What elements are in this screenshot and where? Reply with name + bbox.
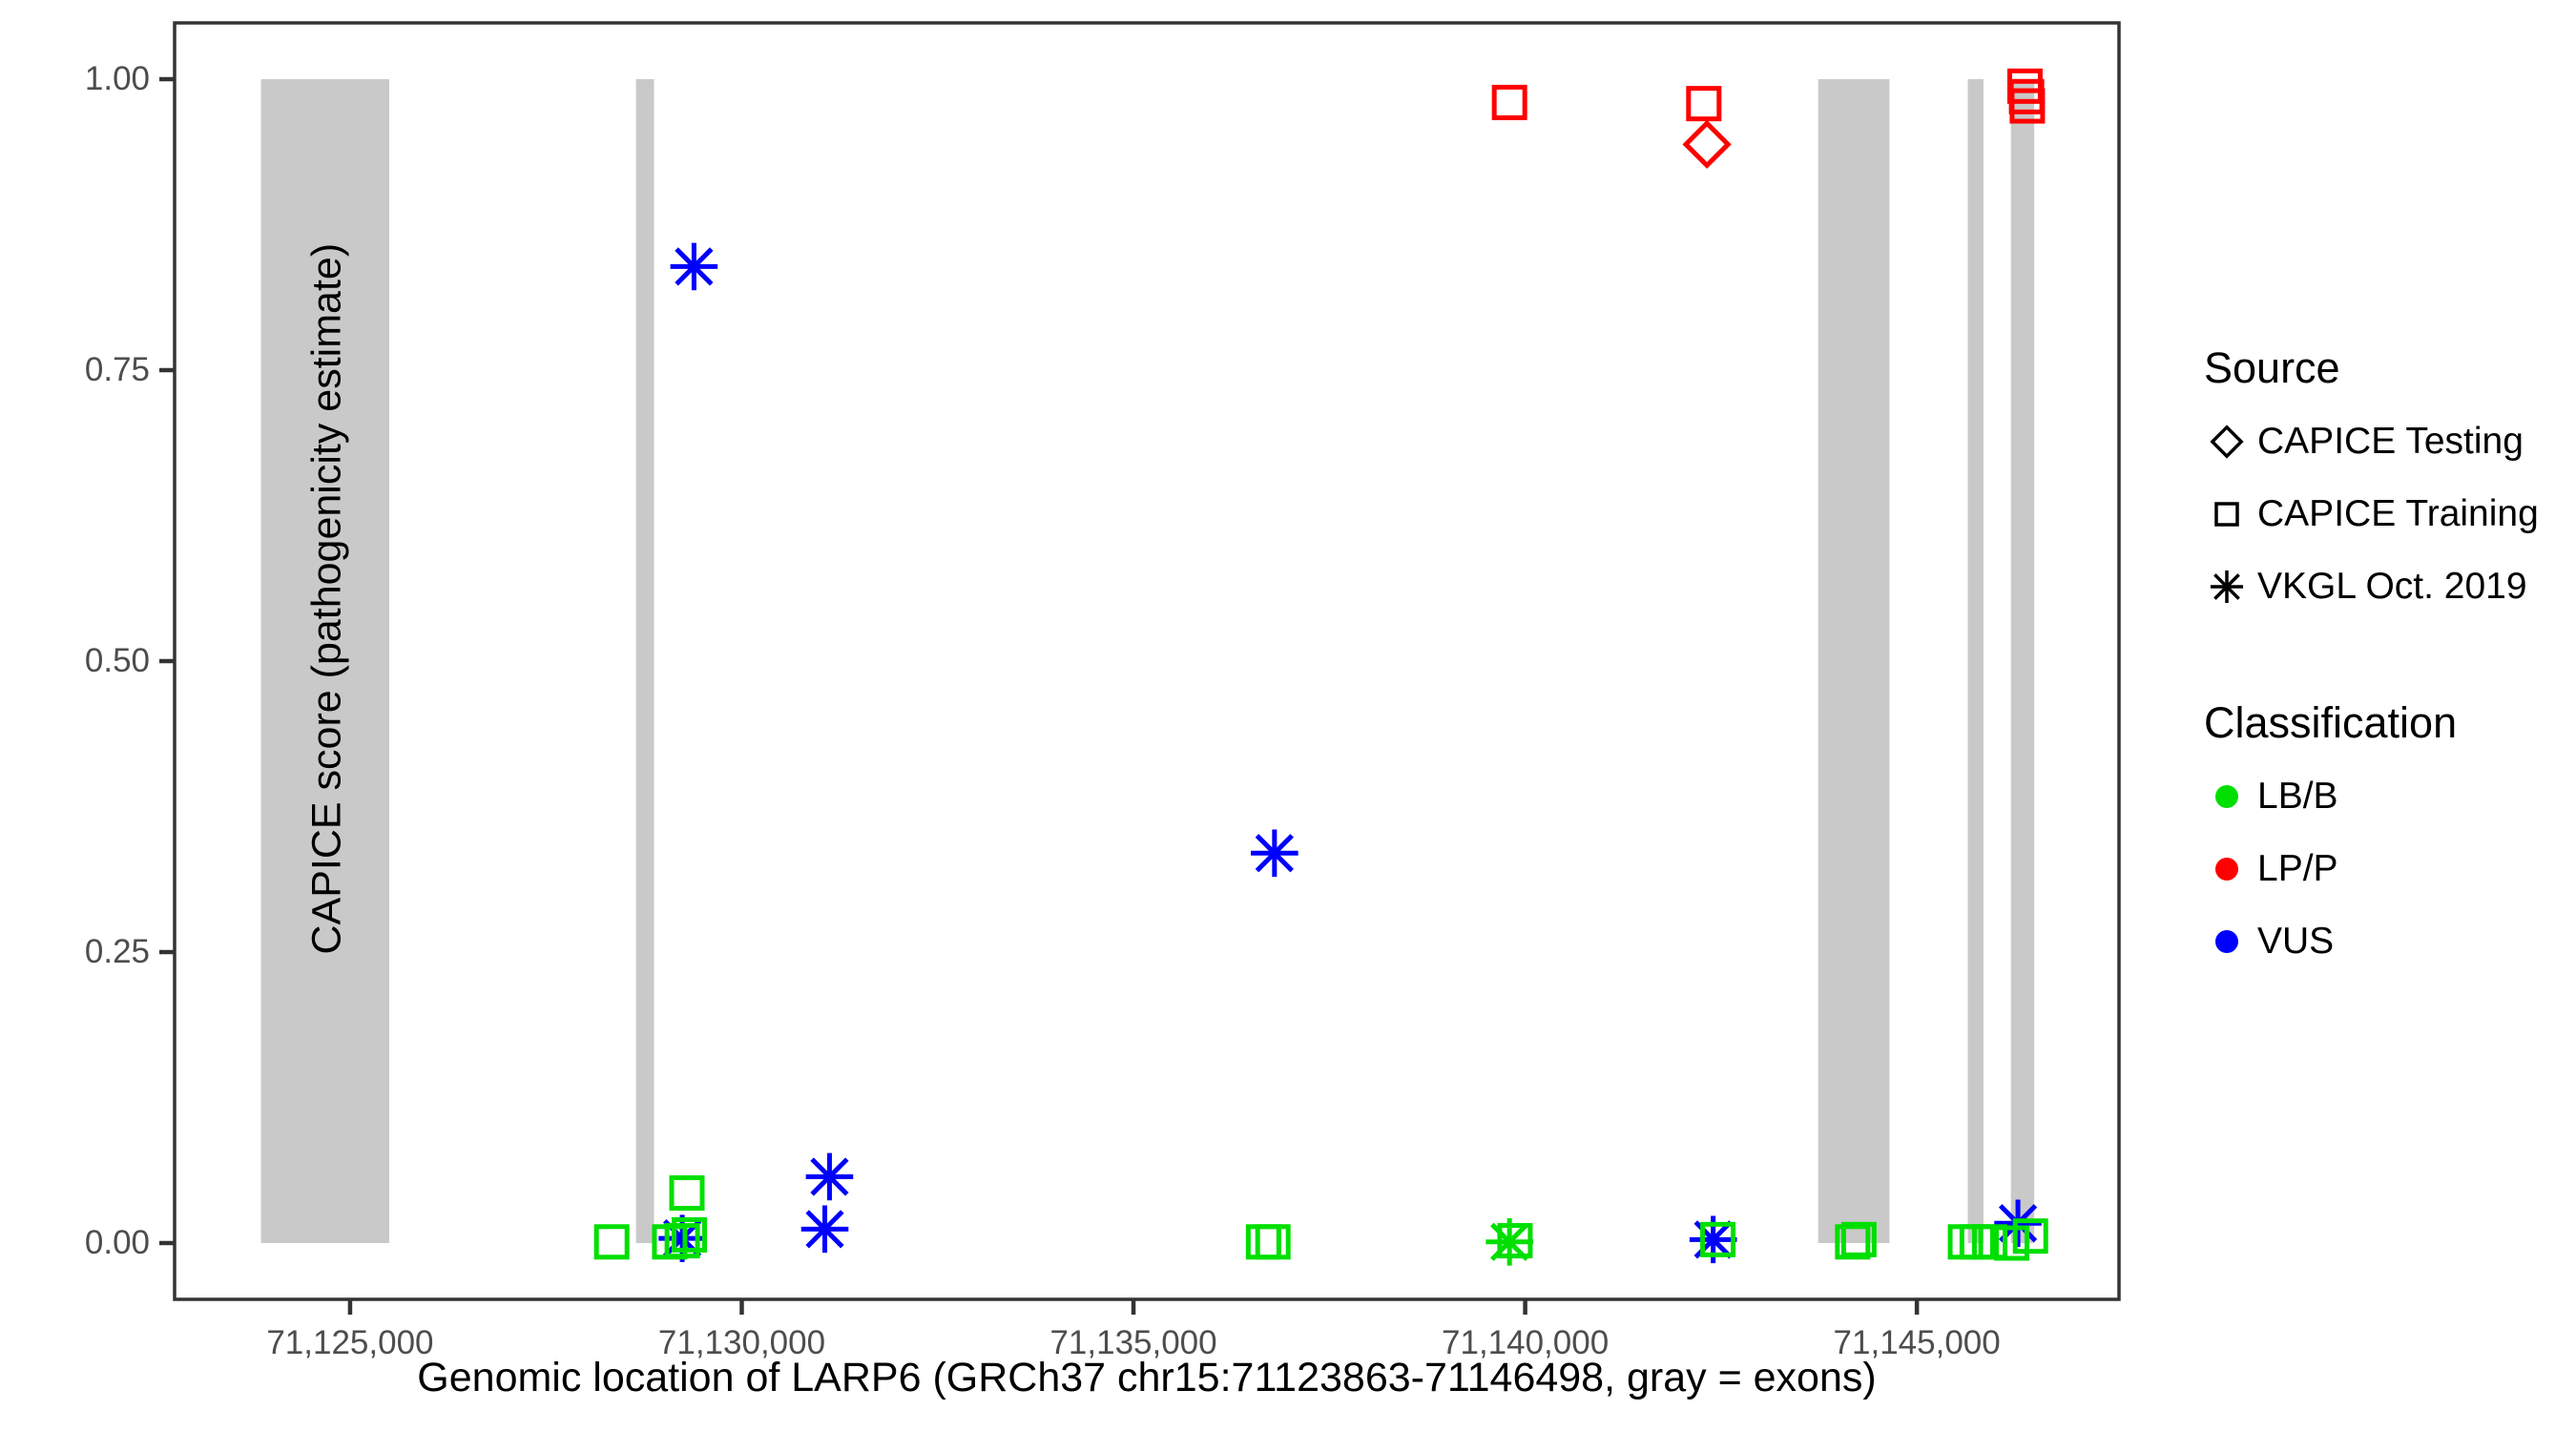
x-tick-label: 71,125,000 xyxy=(266,1324,434,1361)
asterisk-legend-icon xyxy=(2210,570,2244,604)
dot-legend-icon xyxy=(2204,773,2257,820)
legend-item: LP/P xyxy=(2204,845,2457,893)
dot-legend-icon xyxy=(2204,918,2257,965)
exon-band xyxy=(635,79,654,1243)
exon-band xyxy=(260,79,389,1243)
x-axis-title: Genomic location of LARP6 (GRCh37 chr15:… xyxy=(417,1355,1877,1400)
data-point-square xyxy=(1491,84,1527,120)
diamond-legend-icon xyxy=(2210,425,2244,459)
data-point-square xyxy=(593,1224,630,1260)
data-point-square xyxy=(1840,1221,1877,1257)
square-legend-icon xyxy=(2204,490,2257,538)
data-point-square xyxy=(1245,1224,1281,1260)
data-point-square xyxy=(1255,1224,1291,1260)
x-tick-label: 71,135,000 xyxy=(1049,1324,1217,1361)
legend-classification: Classification LB/B LP/P VUS xyxy=(2204,698,2457,990)
legend-item-label: VUS xyxy=(2257,921,2335,962)
x-tick-label: 71,145,000 xyxy=(1833,1324,2001,1361)
data-point-square xyxy=(1497,1223,1533,1259)
legend-source: Source CAPICE Testing CAPICE Training VKGL… xyxy=(2204,343,2539,635)
exon-band xyxy=(1967,79,1984,1243)
data-point-asterisk xyxy=(1255,834,1294,873)
legend-source-title: Source xyxy=(2204,343,2340,392)
y-tick-label: 0.50 xyxy=(84,642,150,679)
x-tick-label: 71,140,000 xyxy=(1442,1324,1610,1361)
legend-source-rows: CAPICE Testing CAPICE Training VKGL Oct. 2… xyxy=(2204,418,2539,611)
data-point-square xyxy=(1994,1225,2030,1261)
legend-item-label: LB/B xyxy=(2257,776,2338,817)
data-point-square xyxy=(1686,86,1722,122)
x-tick-label: 71,130,000 xyxy=(657,1324,826,1361)
legend-marker-asterisk xyxy=(2213,573,2240,600)
data-point-square xyxy=(664,1223,700,1259)
legend-item: VKGL Oct. 2019 xyxy=(2204,563,2539,611)
square-legend-icon xyxy=(2214,502,2239,527)
legend-marker-dot xyxy=(2215,930,2238,953)
legend-item: CAPICE Training xyxy=(2204,490,2539,538)
y-tick-label: 1.00 xyxy=(84,60,150,97)
data-point-asterisk xyxy=(805,1210,844,1249)
data-point-asterisk xyxy=(810,1157,849,1196)
diamond-legend-icon xyxy=(2204,418,2257,466)
dot-legend-icon xyxy=(2215,858,2238,881)
data-point-square xyxy=(671,1216,707,1253)
legend-marker-diamond xyxy=(2210,425,2244,459)
exon-band xyxy=(2010,79,2035,1243)
y-tick-label: 0.75 xyxy=(84,351,150,388)
dot-legend-icon xyxy=(2215,930,2238,953)
data-point-square xyxy=(669,1175,705,1212)
legend-classification-rows: LB/B LP/P VUS xyxy=(2204,773,2457,965)
data-point-square xyxy=(1700,1221,1736,1257)
dot-legend-icon xyxy=(2204,845,2257,893)
exon-band xyxy=(1818,79,1890,1243)
data-point-square xyxy=(2012,1218,2048,1255)
legend-item: LB/B xyxy=(2204,773,2457,820)
legend-classification-title: Classification xyxy=(2204,698,2458,747)
legend-marker-dot xyxy=(2215,858,2238,881)
legend-marker-square xyxy=(2214,502,2239,527)
y-tick-label: 0.25 xyxy=(84,933,150,970)
data-point-asterisk xyxy=(675,247,714,286)
legend-item-label: LP/P xyxy=(2257,848,2338,889)
legend-marker-dot xyxy=(2215,785,2238,808)
y-tick-label: 0.00 xyxy=(84,1224,150,1261)
asterisk-legend-icon xyxy=(2204,563,2257,611)
legend-item-label: CAPICE Testing xyxy=(2257,421,2524,462)
y-axis-title: CAPICE score (pathogenicity estimate) xyxy=(303,242,350,955)
dot-legend-icon xyxy=(2215,785,2238,808)
legend-item-label: VKGL Oct. 2019 xyxy=(2257,566,2527,607)
data-point-square xyxy=(1972,1224,2008,1260)
data-point-diamond xyxy=(1682,119,1732,169)
legend-item: VUS xyxy=(2204,918,2457,965)
data-point-square xyxy=(2009,88,2046,124)
legend-item-label: CAPICE Training xyxy=(2257,493,2539,534)
legend-item: CAPICE Testing xyxy=(2204,418,2539,466)
